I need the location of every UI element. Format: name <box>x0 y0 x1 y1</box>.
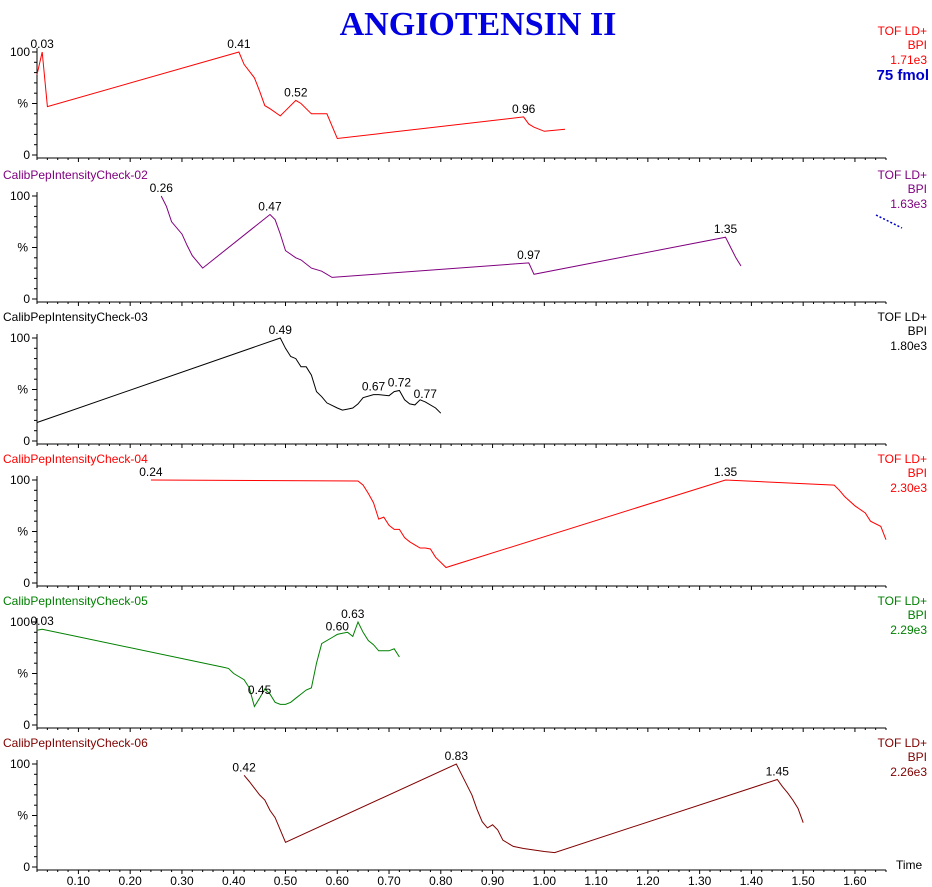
chart-title: ANGIOTENSIN II <box>340 6 617 43</box>
panel-trace-label: BPI <box>908 324 927 338</box>
y-tick-label-percent: % <box>17 97 28 111</box>
panel-intensity-label: 1.71e3 <box>890 53 927 67</box>
series-line-2 <box>160 195 742 278</box>
y-tick-label-100: 100 <box>10 189 30 203</box>
x-tick-label: 0.60 <box>326 874 350 887</box>
y-tick-label-100: 100 <box>10 331 30 345</box>
series-line-3 <box>36 337 442 423</box>
x-axis: 0.10 0.20 0.30 0.40 0.50 0.60 0.70 0.80 0.90 1.00… <box>67 874 867 887</box>
peak-label: 0.52 <box>284 85 308 99</box>
y-tick-label-0: 0 <box>23 718 30 732</box>
x-tick-label: 0.30 <box>170 874 194 887</box>
y-tick-label-percent: % <box>17 809 28 823</box>
series-line-1 <box>36 51 566 140</box>
panel-trace-label: BPI <box>908 466 927 480</box>
dotted-artifact <box>875 214 903 229</box>
x-tick-label: 1.30 <box>688 874 712 887</box>
panel-mode-label: TOF LD+ <box>878 310 927 324</box>
panel-mode-label: TOF LD+ <box>878 168 927 182</box>
peak-label: 1.45 <box>766 764 790 778</box>
y-tick-label-0: 0 <box>23 434 30 448</box>
peak-label: 0.83 <box>445 749 469 763</box>
y-tick-label-100: 100 <box>10 615 30 629</box>
peak-label: 1.35 <box>714 465 738 479</box>
x-tick-label: 0.90 <box>481 874 505 887</box>
x-tick-label: 0.80 <box>429 874 453 887</box>
panel-trace-label: BPI <box>908 38 927 52</box>
chart-panel-4: CalibPepIntensityCheck-04 TOF LD+BPI2.30e… <box>3 452 927 590</box>
x-tick-label: 0.10 <box>67 874 91 887</box>
peak-label: 0.42 <box>232 760 256 774</box>
panel-trace-label: BPI <box>908 750 927 764</box>
peak-label: 0.26 <box>150 181 174 195</box>
peak-label: 0.72 <box>388 376 412 390</box>
peak-label: 0.96 <box>512 102 536 116</box>
peak-label: 1.35 <box>714 222 738 236</box>
peak-label: 0.47 <box>258 200 282 214</box>
y-tick-label-percent: % <box>17 525 28 539</box>
panel-title: CalibPepIntensityCheck-05 <box>3 594 148 608</box>
series-line-4 <box>150 479 887 569</box>
panel-title: CalibPepIntensityCheck-06 <box>3 736 148 750</box>
y-tick-label-100: 100 <box>10 45 30 59</box>
peak-label: 0.97 <box>517 248 541 262</box>
panel-mode-label: TOF LD+ <box>878 24 927 38</box>
y-tick-label-percent: % <box>17 667 28 681</box>
chart-panel-5: CalibPepIntensityCheck-05 TOF LD+BPI2.29e… <box>3 594 927 732</box>
peak-label: 0.03 <box>30 37 54 51</box>
y-tick-label-0: 0 <box>23 148 30 162</box>
peak-label: 0.63 <box>341 607 365 621</box>
peak-label: 0.24 <box>139 465 163 479</box>
panel-mode-label: TOF LD+ <box>878 452 927 466</box>
peak-label: 0.49 <box>269 323 293 337</box>
panel-intensity-label: 2.29e3 <box>890 623 927 637</box>
panel-intensity-label: 2.26e3 <box>890 765 927 779</box>
peak-label: 0.67 <box>362 380 386 394</box>
x-tick-label: 0.50 <box>274 874 298 887</box>
y-tick-label-100: 100 <box>10 757 30 771</box>
panel-title: CalibPepIntensityCheck-03 <box>3 310 148 324</box>
panel-intensity-label: 1.80e3 <box>890 339 927 353</box>
chart-panel-6: CalibPepIntensityCheck-06 TOF LD+BPI2.26e… <box>3 736 927 874</box>
chart-panel-2: CalibPepIntensityCheck-02 TOF LD+BPI1.63e… <box>3 168 927 306</box>
x-tick-label: 1.60 <box>843 874 867 887</box>
chart-panel-3: CalibPepIntensityCheck-03 TOF LD+BPI1.80e… <box>3 310 927 448</box>
series-line-6 <box>243 763 804 854</box>
x-tick-label: 1.40 <box>740 874 764 887</box>
peak-label: 0.45 <box>248 683 272 697</box>
y-tick-label-0: 0 <box>23 292 30 306</box>
y-tick-label-0: 0 <box>23 860 30 874</box>
y-tick-label-percent: % <box>17 383 28 397</box>
panel-trace-label: BPI <box>908 608 927 622</box>
y-tick-label-0: 0 <box>23 576 30 590</box>
x-tick-label: 0.40 <box>222 874 246 887</box>
panel-mode-label: TOF LD+ <box>878 594 927 608</box>
y-tick-label-percent: % <box>17 241 28 255</box>
panel-mode-label: TOF LD+ <box>878 736 927 750</box>
peak-label: 0.41 <box>227 37 251 51</box>
peak-label: 0.03 <box>30 614 54 628</box>
x-tick-label: 0.20 <box>119 874 143 887</box>
peak-label: 0.60 <box>326 619 350 633</box>
x-axis-label: Time <box>896 858 923 872</box>
x-tick-label: 1.20 <box>636 874 660 887</box>
x-tick-label: 1.00 <box>533 874 557 887</box>
panel-title: CalibPepIntensityCheck-02 <box>3 168 148 182</box>
panel-intensity-label: 2.30e3 <box>890 481 927 495</box>
x-tick-label: 0.70 <box>377 874 401 887</box>
panel-title: CalibPepIntensityCheck-04 <box>3 452 148 466</box>
sample-amount-label: 75 fmol <box>876 67 929 84</box>
panel-trace-label: BPI <box>908 182 927 196</box>
x-tick-label: 1.50 <box>791 874 815 887</box>
peak-label: 0.77 <box>414 387 438 401</box>
panel-intensity-label: 1.63e3 <box>890 197 927 211</box>
y-tick-label-100: 100 <box>10 473 30 487</box>
x-tick-label: 1.10 <box>584 874 608 887</box>
series-line-5 <box>36 620 400 708</box>
